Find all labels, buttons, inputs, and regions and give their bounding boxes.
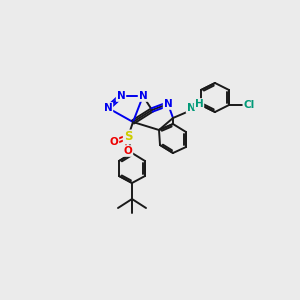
Text: O: O [110, 137, 118, 147]
Text: Cl: Cl [243, 100, 255, 110]
Text: N: N [117, 91, 125, 101]
Text: H: H [195, 99, 203, 109]
Text: O: O [124, 146, 132, 156]
Text: N: N [103, 103, 112, 113]
Text: S: S [124, 130, 132, 143]
Text: N: N [187, 103, 195, 113]
Text: N: N [139, 91, 147, 101]
Text: N: N [164, 99, 172, 109]
